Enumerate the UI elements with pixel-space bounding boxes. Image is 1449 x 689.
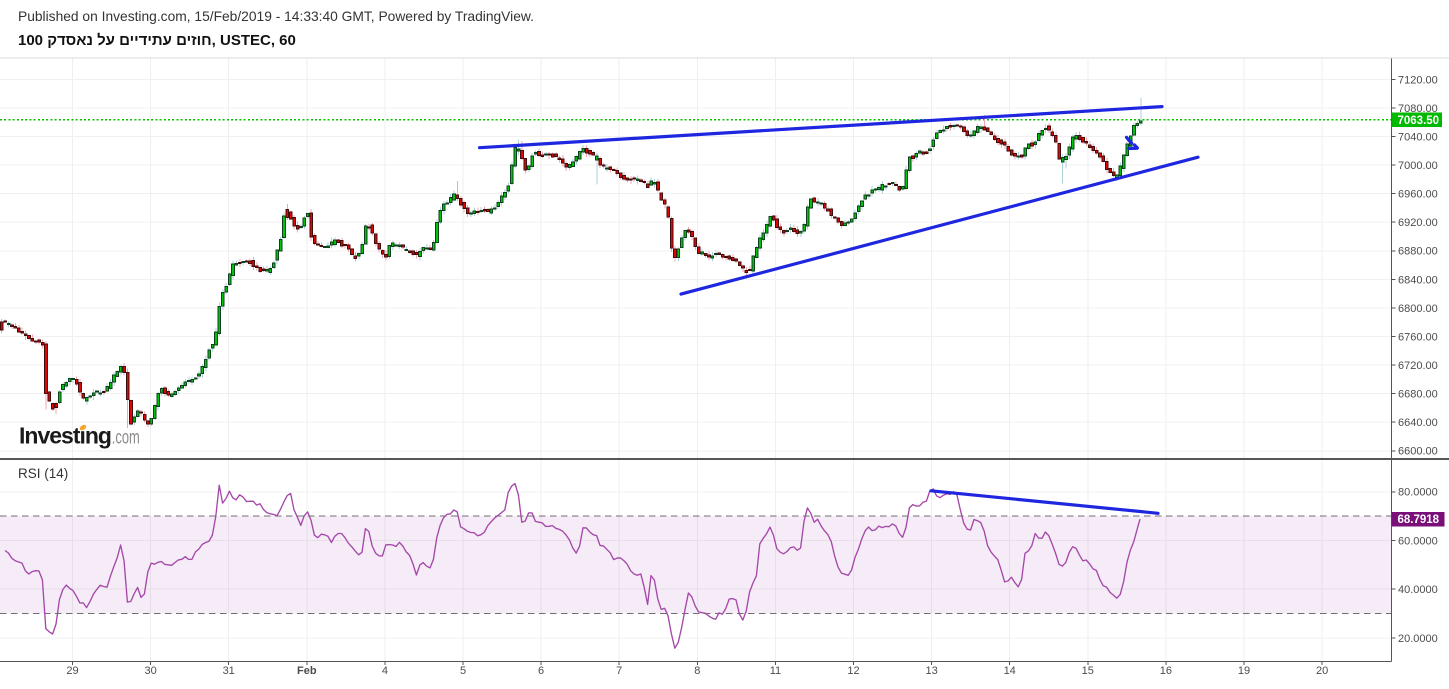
- svg-text:6800.00: 6800.00: [1398, 303, 1438, 315]
- svg-text:8: 8: [694, 665, 700, 677]
- svg-text:6920.00: 6920.00: [1398, 217, 1438, 229]
- svg-text:29: 29: [66, 665, 78, 677]
- svg-text:7120.00: 7120.00: [1398, 74, 1438, 86]
- svg-text:40.0000: 40.0000: [1398, 584, 1438, 596]
- svg-text:7040.00: 7040.00: [1398, 131, 1438, 143]
- svg-text:30: 30: [144, 665, 156, 677]
- svg-text:31: 31: [223, 665, 235, 677]
- svg-text:6640.00: 6640.00: [1398, 417, 1438, 429]
- svg-text:14: 14: [1004, 665, 1016, 677]
- svg-text:68.7918: 68.7918: [1398, 514, 1440, 526]
- svg-text:19: 19: [1238, 665, 1250, 677]
- svg-text:20: 20: [1316, 665, 1328, 677]
- svg-text:7063.50: 7063.50: [1398, 115, 1440, 127]
- svg-text:20.0000: 20.0000: [1398, 633, 1438, 645]
- svg-text:12: 12: [847, 665, 859, 677]
- svg-text:Investing: Investing: [19, 423, 111, 449]
- svg-text:5: 5: [460, 665, 466, 677]
- svg-text:7000.00: 7000.00: [1398, 160, 1438, 172]
- svg-text:4: 4: [382, 665, 388, 677]
- svg-text:6760.00: 6760.00: [1398, 331, 1438, 343]
- svg-text:7080.00: 7080.00: [1398, 103, 1438, 115]
- svg-text:6960.00: 6960.00: [1398, 189, 1438, 201]
- svg-text:80.0000: 80.0000: [1398, 487, 1438, 499]
- svg-text:6840.00: 6840.00: [1398, 274, 1438, 286]
- svg-text:16: 16: [1160, 665, 1172, 677]
- svg-text:7: 7: [616, 665, 622, 677]
- svg-text:15: 15: [1082, 665, 1094, 677]
- svg-text:11: 11: [770, 665, 781, 677]
- svg-text:6600.00: 6600.00: [1398, 446, 1438, 458]
- svg-text:13: 13: [925, 665, 937, 677]
- svg-text:60.0000: 60.0000: [1398, 535, 1438, 547]
- svg-text:6: 6: [538, 665, 544, 677]
- svg-text:6880.00: 6880.00: [1398, 246, 1438, 258]
- svg-text:Feb: Feb: [297, 665, 317, 677]
- svg-text:6680.00: 6680.00: [1398, 389, 1438, 401]
- svg-text:.com: .com: [112, 427, 140, 448]
- svg-text:6720.00: 6720.00: [1398, 360, 1438, 372]
